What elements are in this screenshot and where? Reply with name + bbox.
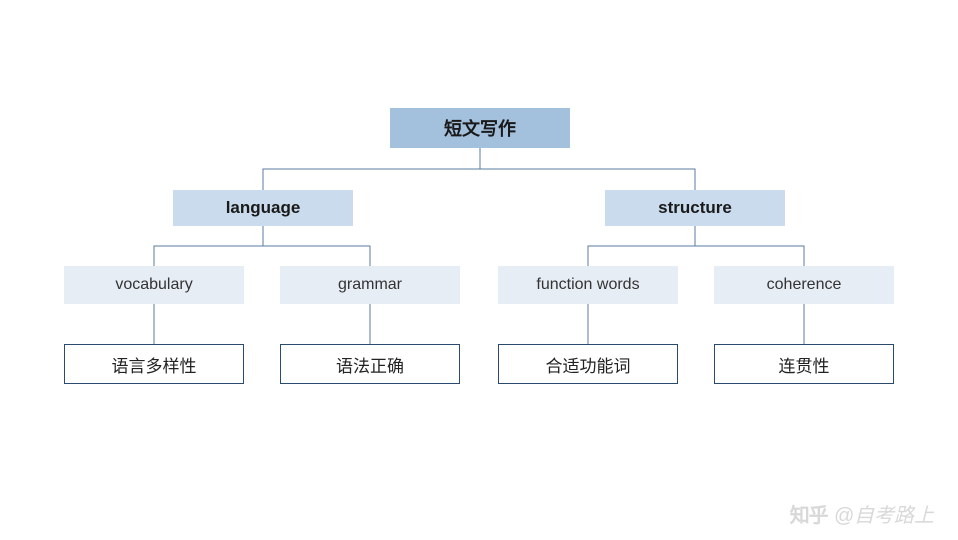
node-coherence-label: coherence bbox=[767, 276, 842, 294]
node-vocabulary-label: vocabulary bbox=[115, 276, 192, 294]
node-function-words-label: function words bbox=[536, 276, 639, 294]
node-leaf-grammar-zh: 语法正确 bbox=[280, 344, 460, 384]
node-structure: structure bbox=[605, 190, 785, 226]
node-coherence: coherence bbox=[714, 266, 894, 304]
node-language: language bbox=[173, 190, 353, 226]
node-leaf-coherence-zh: 连贯性 bbox=[714, 344, 894, 384]
node-function-words: function words bbox=[498, 266, 678, 304]
node-grammar-label: grammar bbox=[338, 276, 402, 294]
node-structure-label: structure bbox=[658, 198, 732, 218]
node-language-label: language bbox=[226, 198, 301, 218]
node-vocabulary: vocabulary bbox=[64, 266, 244, 304]
node-root: 短文写作 bbox=[390, 108, 570, 148]
watermark-text: @自考路上 bbox=[834, 499, 934, 528]
watermark: 知乎 @自考路上 bbox=[790, 499, 934, 528]
node-leaf4-label: 连贯性 bbox=[779, 352, 830, 377]
node-root-label: 短文写作 bbox=[444, 115, 516, 141]
zhihu-logo-icon: 知乎 bbox=[790, 499, 828, 528]
node-leaf-vocabulary-zh: 语言多样性 bbox=[64, 344, 244, 384]
node-leaf1-label: 语言多样性 bbox=[112, 352, 197, 377]
node-grammar: grammar bbox=[280, 266, 460, 304]
node-leaf3-label: 合适功能词 bbox=[546, 352, 631, 377]
node-leaf2-label: 语法正确 bbox=[336, 352, 404, 377]
node-leaf-function-words-zh: 合适功能词 bbox=[498, 344, 678, 384]
